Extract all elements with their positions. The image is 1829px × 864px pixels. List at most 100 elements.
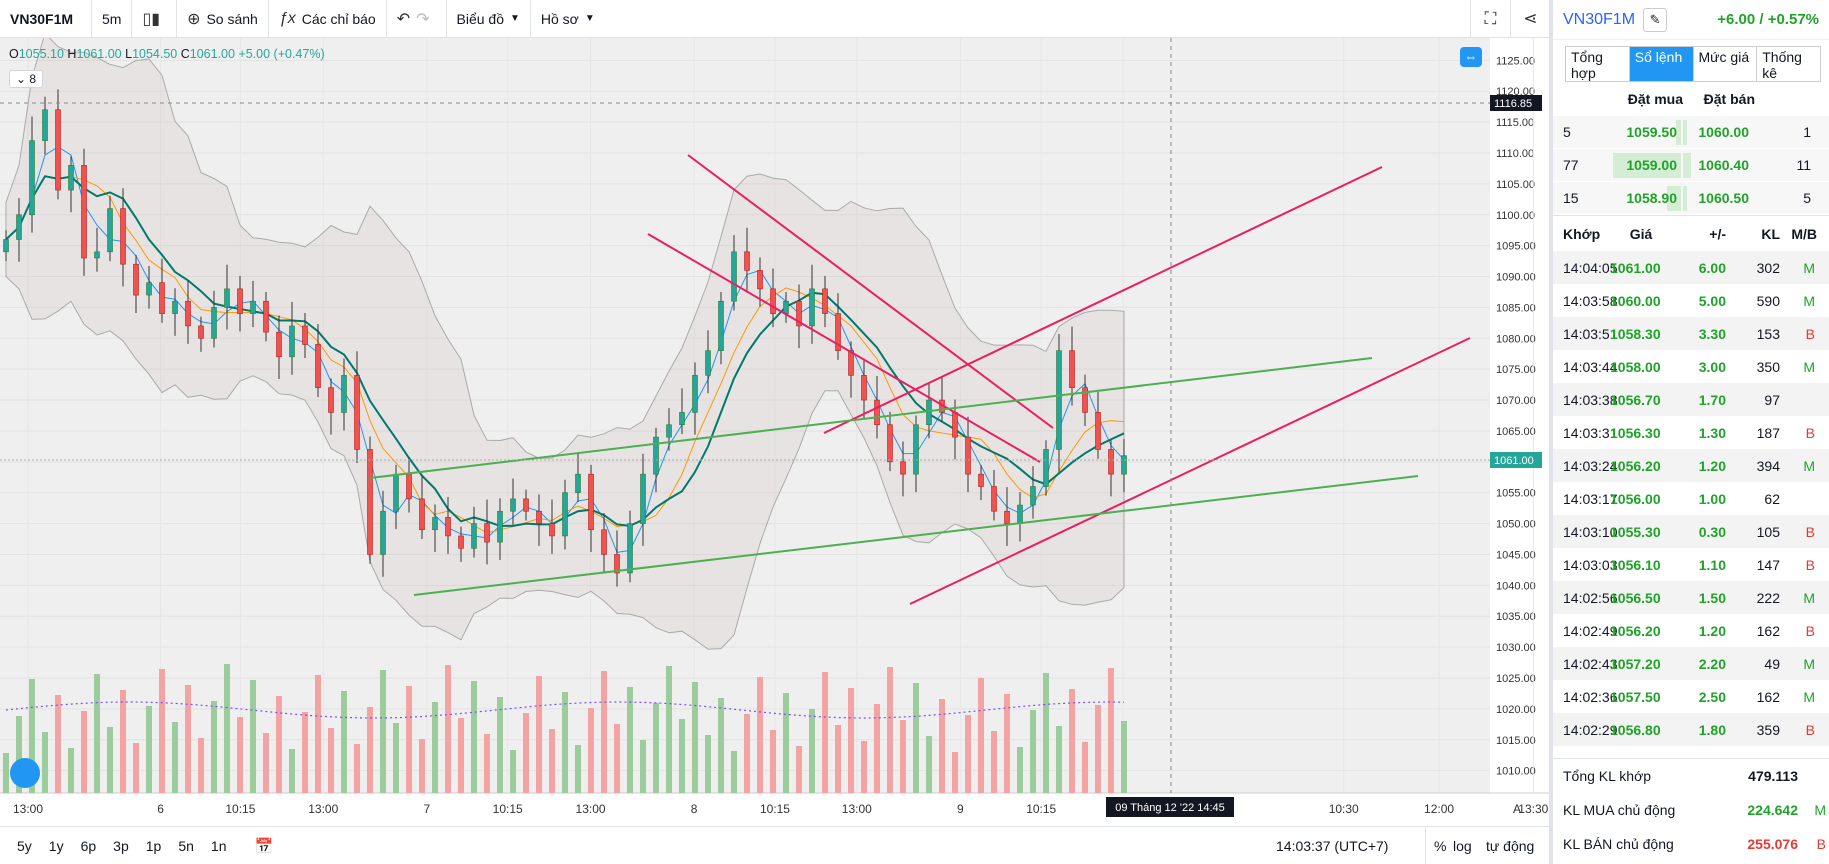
trade-row[interactable]: 14:03:44 1058.00 3.00 350 M <box>1553 350 1829 383</box>
price-chart[interactable]: 1125.001120.001115.001110.001105.001100.… <box>0 38 1549 826</box>
axis-corner-label[interactable]: A <box>1513 802 1521 816</box>
trade-time: 14:02:56 <box>1563 589 1618 606</box>
trade-price: 1057.20 <box>1610 655 1661 672</box>
range-button[interactable]: 1n <box>210 837 227 854</box>
chart-area[interactable]: 1125.00 1120.00 1115.00 1110.00 1105.00 1100.… <box>0 38 1549 826</box>
trendline-green[interactable] <box>369 357 1373 479</box>
indicators-button[interactable]: ƒx Các chỉ báo <box>269 0 387 38</box>
panel-tab[interactable]: Sổ lệnh <box>1629 47 1694 81</box>
price-tick: 1075.00 <box>1496 364 1536 376</box>
symbol-search[interactable]: VN30F1M <box>0 0 92 38</box>
chart-menu-button[interactable]: Biểu đồ ▼ <box>447 0 531 38</box>
redo-icon[interactable]: ↷ <box>416 10 430 28</box>
trade-price: 1056.10 <box>1610 556 1661 573</box>
chart-style-button[interactable]: ▯▮ <box>132 0 178 38</box>
trade-row[interactable]: 14:02:29 1056.80 1.80 359 B <box>1553 713 1829 746</box>
volume-bar <box>289 749 295 793</box>
trade-row[interactable]: 14:02:43 1057.20 2.20 49 M <box>1553 647 1829 680</box>
volume-bar <box>354 744 360 793</box>
trendlines[interactable] <box>369 154 1471 605</box>
time-axis[interactable]: 13:00 6 10:15 13:00 7 10:15 13:00 8 10:15 13:00 9 1… <box>0 792 1549 826</box>
range-button[interactable]: 1y <box>48 837 64 854</box>
share-button[interactable]: ⋖ <box>1510 0 1550 38</box>
trendline-red[interactable] <box>687 154 1054 429</box>
trendline-red[interactable] <box>823 166 1383 434</box>
price-axis[interactable]: 1125.001120.001115.001110.001105.001100.… <box>1490 38 1549 793</box>
trade-change: 1.10 <box>1698 556 1726 573</box>
fullscreen-icon: ⛶ <box>1484 9 1497 28</box>
compare-button[interactable]: ⊕ So sánh <box>177 0 269 38</box>
trade-row[interactable]: 14:03:03 1056.10 1.10 147 B <box>1553 548 1829 581</box>
trades-list[interactable]: 14:04:05 1061.00 6.00 302 M 14:03:58 1060.00 5.… <box>1553 251 1829 746</box>
candle-body <box>289 325 295 358</box>
trade-row[interactable]: 14:04:05 1061.00 6.00 302 M <box>1553 251 1829 284</box>
range-button[interactable]: 5y <box>17 837 32 854</box>
candle-body <box>523 498 529 512</box>
panel-tab[interactable]: Mức giá <box>1694 47 1758 81</box>
range-button[interactable]: 5n <box>178 837 194 854</box>
volume-bar <box>718 698 724 793</box>
trade-volume: 162 <box>1756 622 1780 639</box>
logo-icon[interactable] <box>10 758 40 788</box>
trade-row[interactable]: 14:03:51 1058.30 3.30 153 B <box>1553 317 1829 350</box>
trade-row[interactable]: 14:03:17 1056.00 1.00 62 <box>1553 482 1829 515</box>
price-axis-bg <box>1490 38 1549 793</box>
chevron-down-icon: ⌄ <box>16 72 27 86</box>
trendline-red[interactable] <box>647 233 1041 463</box>
trendline-red[interactable] <box>909 337 1471 605</box>
candle-body <box>588 473 594 531</box>
summary-side: M <box>1814 802 1826 818</box>
trade-row[interactable]: 14:03:24 1056.20 1.20 394 M <box>1553 449 1829 482</box>
auto-toggle[interactable]: tự động <box>1486 827 1534 864</box>
trade-row[interactable]: 14:03:38 1056.70 1.70 97 <box>1553 383 1829 416</box>
panel-symbol[interactable]: VN30F1M <box>1563 10 1636 28</box>
trade-row[interactable]: 14:03:31 1056.30 1.30 187 B <box>1553 416 1829 449</box>
trade-volume: 49 <box>1764 655 1780 672</box>
trade-side: M <box>1803 358 1815 375</box>
orderbook-row[interactable]: 5 1059.50 1060.00 1 <box>1553 116 1829 149</box>
calendar-icon[interactable]: 📅 <box>254 837 274 855</box>
profile-menu-button[interactable]: Hồ sơ ▼ <box>531 0 605 38</box>
interval-button[interactable]: 5m <box>92 0 133 38</box>
volume-bar <box>653 703 659 793</box>
trade-row[interactable]: 14:03:58 1060.00 5.00 590 M <box>1553 284 1829 317</box>
bid-price: 1059.50 <box>1626 124 1677 140</box>
volume-bar <box>549 729 555 793</box>
trade-side: M <box>1803 292 1815 309</box>
trade-row[interactable]: 14:02:49 1056.20 1.20 162 B <box>1553 614 1829 647</box>
edit-icon[interactable]: ✎ <box>1643 7 1668 32</box>
trade-row[interactable]: 14:03:10 1055.30 0.30 105 B <box>1553 515 1829 548</box>
candle-body <box>770 288 776 314</box>
fullscreen-button[interactable]: ⛶ <box>1470 0 1510 38</box>
price-tick: 1045.00 <box>1496 549 1536 561</box>
auto-scale-button[interactable]: ⇔ <box>1460 47 1482 67</box>
fx-icon: ƒx <box>278 9 296 27</box>
bid-depth-bar <box>1676 120 1681 145</box>
candle-body <box>380 510 386 555</box>
percent-toggle[interactable]: % <box>1425 827 1446 864</box>
candle-body <box>198 325 204 339</box>
range-button[interactable]: 3p <box>113 837 129 854</box>
indicator-collapse-toggle[interactable]: ⌄ 8 <box>9 70 44 88</box>
candle-body <box>848 350 854 376</box>
volume-bar <box>237 717 243 793</box>
range-button[interactable]: 1p <box>145 837 162 854</box>
volume-bar <box>42 732 48 793</box>
summary-value: 479.113 <box>1748 768 1798 784</box>
candle-body <box>562 492 568 537</box>
candle-body <box>575 473 581 494</box>
orderbook-row[interactable]: 15 1058.90 1060.50 5 <box>1553 182 1829 215</box>
candle-body <box>783 300 789 314</box>
trendline-green[interactable] <box>413 475 1419 596</box>
panel-tab[interactable]: Tổng hợp <box>1566 47 1630 81</box>
trade-row[interactable]: 14:02:36 1057.50 2.50 162 M <box>1553 680 1829 713</box>
log-toggle[interactable]: log <box>1453 827 1472 864</box>
orderbook-row[interactable]: 77 1059.00 1060.40 11 <box>1553 149 1829 182</box>
volume-bar <box>640 740 646 793</box>
panel-tab[interactable]: Thống kê <box>1762 49 1802 81</box>
volume-bar <box>1082 742 1088 793</box>
trade-row[interactable]: 14:02:56 1056.50 1.50 222 M <box>1553 581 1829 614</box>
undo-icon[interactable]: ↶ <box>396 10 411 28</box>
volume-bar <box>315 675 321 793</box>
range-button[interactable]: 6p <box>80 837 97 854</box>
